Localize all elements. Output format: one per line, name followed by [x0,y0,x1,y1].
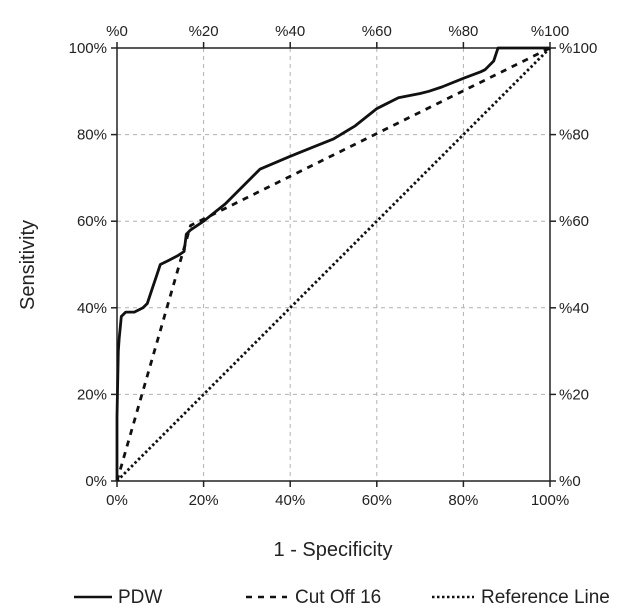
x-tick-label: 80% [448,492,478,509]
x-tick-label: 20% [189,492,219,509]
x-axis-title: 1 - Specificity [274,539,393,561]
y2-tick-label: %20 [559,386,589,403]
x2-tick-label: %20 [189,23,219,40]
x2-tick-label: %80 [448,23,478,40]
x2-tick-label: %60 [362,23,392,40]
y-tick-label: 100% [69,40,107,57]
y2-tick-label: %60 [559,213,589,230]
plot-frame [116,47,551,482]
y-axis-title: Sensitivity [17,220,39,310]
legend-reference-label: Reference Line [481,587,610,608]
legend-pdw-label: PDW [118,587,162,608]
y2-tick-label: %80 [559,127,589,144]
x-tick-label: 100% [531,492,569,509]
y-tick-label: 20% [77,386,107,403]
pdw-line [115,46,550,481]
x2-tick-label: %40 [275,23,305,40]
legend-cutoff-label: Cut Off 16 [295,587,381,608]
series-layer [115,46,551,482]
legend: PDW Cut Off 16 Reference Line [74,587,610,608]
ticks-layer: 0% %0 0% %0 20% %20 20% %20 40% %40 40% %40 60% %60 60… [69,23,598,509]
x-tick-label: 0% [106,492,128,509]
y-tick-label: 0% [85,473,107,490]
grid [117,48,550,481]
x2-tick-label: %0 [106,23,128,40]
y2-tick-label: %40 [559,300,589,317]
y-tick-label: 40% [77,300,107,317]
y2-tick-label: %100 [559,40,597,57]
reference-line [116,47,551,482]
y-tick-label: 60% [77,213,107,230]
cutoff-16-line [115,46,551,482]
x-tick-label: 40% [275,492,305,509]
y2-tick-label: %0 [559,473,581,490]
x2-tick-label: %100 [531,23,569,40]
y-tick-label: 80% [77,127,107,144]
x-tick-label: 60% [362,492,392,509]
